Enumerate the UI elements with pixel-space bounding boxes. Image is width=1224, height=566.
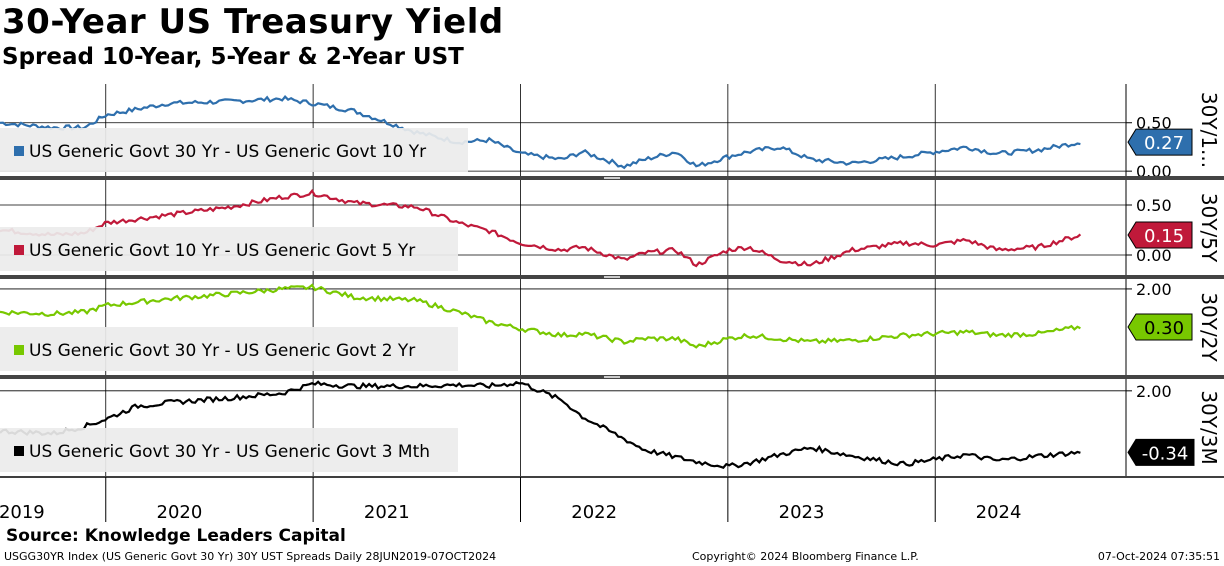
legend-swatch [14,446,24,456]
last-value-tag [1127,128,1193,156]
panel-axis-label: 30Y/3M [1197,390,1221,464]
footer-timestamp: 07-Oct-2024 07:35:51 [1097,550,1220,563]
legend-box [0,227,458,271]
series-line [0,283,1081,349]
y-tick-label: 2.00 [1136,382,1172,401]
legend-swatch [14,245,24,255]
footer-copyright: Copyright© 2024 Bloomberg Finance L.P. [692,550,919,563]
footer-index-info: USGG30YR Index (US Generic Govt 30 Yr) 3… [4,550,497,563]
separator-handle [604,177,620,179]
y-tick-label: 0.00 [1136,246,1172,265]
series-line [0,188,1082,268]
y-tick-label: 0.50 [1136,114,1172,133]
legend-box [0,128,468,172]
legend-box [0,327,458,371]
legend-label: US Generic Govt 30 Yr - US Generic Govt … [29,341,415,361]
x-tick-label: 2021 [364,502,410,523]
legend-swatch [14,345,24,355]
separator-handle [604,276,620,278]
chart-title: 30-Year US Treasury Yield [2,2,504,42]
panel-axis-label: 30Y/5Y [1197,193,1221,263]
panel-axis-label: 30Y/1... [1197,92,1221,168]
legend-label: US Generic Govt 10 Yr - US Generic Govt … [29,241,415,261]
last-value-tag [1127,438,1195,466]
legend-box [0,428,458,472]
last-value-label: -0.34 [1142,443,1189,464]
series-line [0,380,1081,469]
last-value-label: 0.27 [1144,133,1184,154]
last-value-tag [1127,221,1193,249]
separator-handle [604,376,620,378]
x-tick-label: 2019 [0,502,45,523]
panel-axis-label: 30Y/2Y [1197,292,1221,362]
x-tick-label: 2023 [779,502,825,523]
chart-subtitle: Spread 10-Year, 5-Year & 2-Year UST [2,44,464,70]
y-tick-label: 0.50 [1136,196,1172,215]
y-tick-label: 2.00 [1136,280,1172,299]
x-tick-label: 2024 [976,502,1022,523]
x-tick-label: 2022 [571,502,617,523]
legend-label: US Generic Govt 30 Yr - US Generic Govt … [29,142,426,162]
last-value-label: 0.30 [1144,318,1184,339]
legend-swatch [14,146,24,156]
legend-label: US Generic Govt 30 Yr - US Generic Govt … [29,442,430,462]
series-line [0,95,1081,170]
x-tick-label: 2020 [157,502,203,523]
source-note: Source: Knowledge Leaders Capital [6,526,346,546]
last-value-label: 0.15 [1144,226,1184,247]
last-value-tag [1127,313,1193,341]
